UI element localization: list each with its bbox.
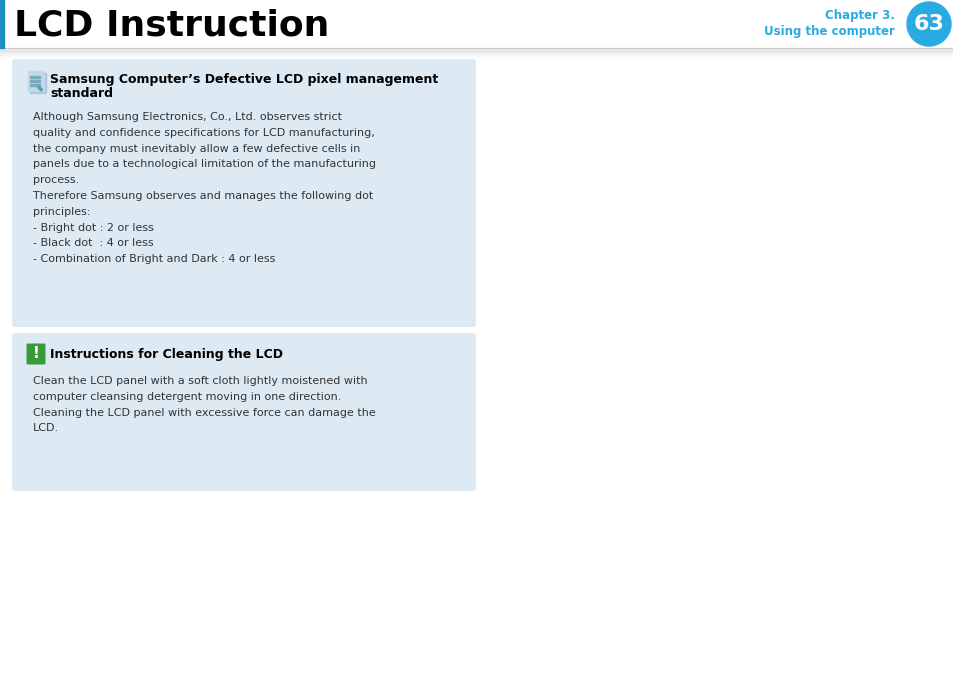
Bar: [0, 54, 953, 57]
Text: LCD.: LCD.: [33, 423, 59, 433]
Text: Although Samsung Electronics, Co., Ltd. observes strict: Although Samsung Electronics, Co., Ltd. …: [33, 112, 341, 122]
Text: 63: 63: [913, 14, 943, 34]
Bar: [0, 0, 4, 48]
Text: the company must inevitably allow a few defective cells in: the company must inevitably allow a few …: [33, 144, 360, 154]
Text: !: !: [32, 347, 39, 362]
Text: Cleaning the LCD panel with excessive force can damage the: Cleaning the LCD panel with excessive fo…: [33, 408, 375, 418]
Text: - Black dot  : 4 or less: - Black dot : 4 or less: [33, 238, 153, 248]
Bar: [0, 50, 953, 53]
Text: Chapter 3.: Chapter 3.: [824, 9, 894, 22]
FancyBboxPatch shape: [27, 343, 46, 364]
Bar: [0, 48, 953, 51]
FancyBboxPatch shape: [12, 333, 476, 491]
Bar: [0, 52, 953, 55]
Circle shape: [906, 2, 950, 46]
Text: principles:: principles:: [33, 206, 91, 217]
Text: LCD Instruction: LCD Instruction: [14, 9, 329, 43]
Text: - Combination of Bright and Dark : 4 or less: - Combination of Bright and Dark : 4 or …: [33, 254, 275, 264]
Text: Clean the LCD panel with a soft cloth lightly moistened with: Clean the LCD panel with a soft cloth li…: [33, 376, 367, 386]
Text: standard: standard: [50, 87, 112, 100]
Text: computer cleansing detergent moving in one direction.: computer cleansing detergent moving in o…: [33, 392, 341, 402]
Text: panels due to a technological limitation of the manufacturing: panels due to a technological limitation…: [33, 159, 375, 169]
Text: Using the computer: Using the computer: [763, 26, 894, 39]
FancyBboxPatch shape: [12, 59, 476, 327]
Bar: [30, 84, 40, 85]
Text: Therefore Samsung observes and manages the following dot: Therefore Samsung observes and manages t…: [33, 191, 373, 201]
Bar: [28, 71, 44, 91]
Bar: [30, 73, 46, 93]
Bar: [30, 76, 40, 77]
Text: Samsung Computer’s Defective LCD pixel management: Samsung Computer’s Defective LCD pixel m…: [50, 73, 437, 86]
Text: Instructions for Cleaning the LCD: Instructions for Cleaning the LCD: [50, 348, 283, 361]
Text: - Bright dot : 2 or less: - Bright dot : 2 or less: [33, 223, 153, 233]
Text: process.: process.: [33, 175, 79, 185]
Text: quality and confidence specifications for LCD manufacturing,: quality and confidence specifications fo…: [33, 128, 375, 138]
Bar: [30, 80, 40, 81]
Bar: [37, 86, 43, 91]
